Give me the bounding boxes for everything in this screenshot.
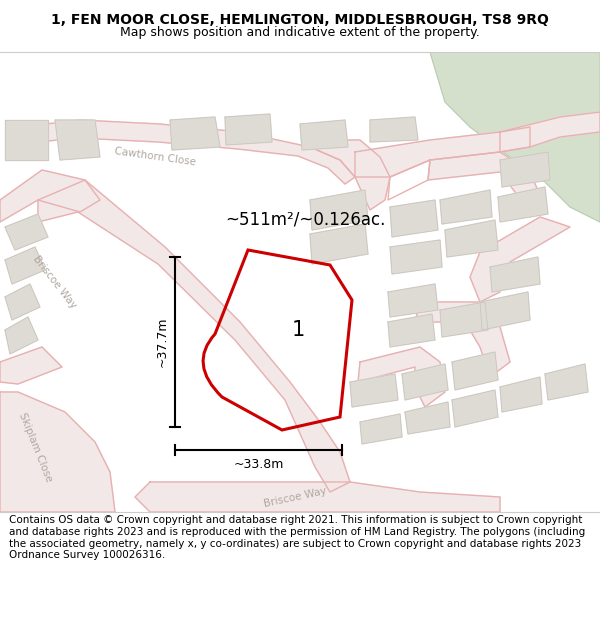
Text: ~511m²/~0.126ac.: ~511m²/~0.126ac.: [225, 211, 385, 229]
Polygon shape: [310, 190, 368, 230]
Text: Cawthorn Close: Cawthorn Close: [113, 146, 196, 168]
Polygon shape: [360, 414, 402, 444]
Text: ~37.7m: ~37.7m: [156, 317, 169, 368]
Text: Briscoe Way: Briscoe Way: [31, 254, 79, 310]
Polygon shape: [358, 347, 445, 407]
Polygon shape: [500, 112, 600, 152]
Polygon shape: [55, 120, 100, 160]
Polygon shape: [0, 392, 115, 512]
Text: Briscoe Way: Briscoe Way: [263, 486, 327, 509]
Polygon shape: [415, 302, 510, 377]
Polygon shape: [170, 117, 220, 150]
Text: 1, FEN MOOR CLOSE, HEMLINGTON, MIDDLESBROUGH, TS8 9RQ: 1, FEN MOOR CLOSE, HEMLINGTON, MIDDLESBR…: [51, 13, 549, 27]
Polygon shape: [452, 352, 498, 390]
Polygon shape: [310, 140, 390, 210]
Polygon shape: [402, 364, 448, 400]
Polygon shape: [480, 292, 530, 330]
Polygon shape: [440, 190, 492, 224]
Polygon shape: [350, 374, 398, 407]
Text: 1: 1: [292, 320, 305, 340]
Polygon shape: [370, 117, 418, 142]
Polygon shape: [390, 200, 438, 237]
Polygon shape: [388, 314, 435, 347]
Polygon shape: [300, 120, 348, 150]
Polygon shape: [38, 180, 350, 492]
Polygon shape: [390, 240, 442, 274]
Polygon shape: [405, 402, 450, 434]
Polygon shape: [430, 52, 600, 222]
Polygon shape: [5, 284, 40, 320]
Polygon shape: [490, 257, 540, 292]
Polygon shape: [452, 390, 498, 427]
Text: Contains OS data © Crown copyright and database right 2021. This information is : Contains OS data © Crown copyright and d…: [9, 516, 585, 560]
Polygon shape: [135, 482, 500, 512]
Polygon shape: [5, 214, 48, 250]
Polygon shape: [18, 120, 355, 184]
Text: Map shows position and indicative extent of the property.: Map shows position and indicative extent…: [120, 26, 480, 39]
Polygon shape: [5, 317, 38, 354]
Polygon shape: [545, 364, 588, 400]
Polygon shape: [5, 120, 48, 160]
Polygon shape: [388, 284, 438, 317]
Polygon shape: [355, 127, 530, 177]
Polygon shape: [225, 114, 272, 145]
Polygon shape: [310, 224, 368, 264]
Polygon shape: [500, 152, 550, 187]
Polygon shape: [0, 347, 62, 384]
Polygon shape: [470, 217, 570, 302]
Polygon shape: [0, 170, 100, 222]
Text: ~33.8m: ~33.8m: [233, 458, 284, 471]
Polygon shape: [498, 187, 548, 222]
Polygon shape: [440, 302, 488, 337]
Polygon shape: [428, 152, 545, 217]
Text: Skiplam Close: Skiplam Close: [17, 411, 53, 483]
Polygon shape: [445, 220, 498, 257]
Polygon shape: [500, 377, 542, 412]
Polygon shape: [5, 247, 45, 284]
